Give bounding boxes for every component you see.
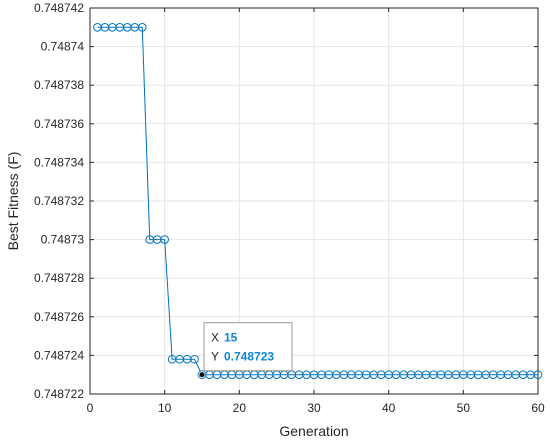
y-tick-label: 0.748722 xyxy=(34,387,84,401)
y-axis-label: Best Fitness (F) xyxy=(5,152,21,251)
x-tick-label: 20 xyxy=(233,401,247,415)
data-tip-x-value: 15 xyxy=(224,331,238,345)
data-tip[interactable]: X 15 Y 0.748723 xyxy=(198,322,293,379)
y-tick-label: 0.748728 xyxy=(34,271,84,285)
data-point[interactable] xyxy=(160,235,169,244)
x-tick-label: 10 xyxy=(158,401,172,415)
axis-ticks: 0 10 20 30 40 50 60 0.748722 0.748724 0.748726 0.7… xyxy=(34,1,545,415)
x-tick-label: 50 xyxy=(457,401,471,415)
data-tip-marker xyxy=(198,371,206,379)
data-point[interactable] xyxy=(137,23,147,32)
y-tick-label: 0.74873 xyxy=(41,233,85,247)
data-point[interactable] xyxy=(190,354,199,364)
x-tick-label: 0 xyxy=(87,401,94,415)
data-tip-x-key: X xyxy=(211,331,219,345)
y-tick-label: 0.748738 xyxy=(34,78,84,92)
y-tick-label: 0.748732 xyxy=(34,194,84,208)
y-tick-label: 0.748734 xyxy=(34,155,84,169)
y-tick-label: 0.748742 xyxy=(34,1,84,15)
x-tick-label: 30 xyxy=(307,401,321,415)
y-tick-label: 0.748726 xyxy=(34,310,84,324)
data-tip-box xyxy=(203,322,293,372)
x-axis-label: Generation xyxy=(279,423,348,439)
x-tick-label: 60 xyxy=(531,401,545,415)
grid xyxy=(90,8,538,394)
x-tick-label: 40 xyxy=(382,401,396,415)
data-tip-y-key: Y xyxy=(211,350,219,364)
y-tick-label: 0.748736 xyxy=(34,117,84,131)
data-tip-y-value: 0.748723 xyxy=(224,350,274,364)
y-tick-label: 0.748724 xyxy=(34,348,84,362)
data-point[interactable] xyxy=(533,370,543,380)
y-tick-label: 0.74874 xyxy=(41,40,85,54)
